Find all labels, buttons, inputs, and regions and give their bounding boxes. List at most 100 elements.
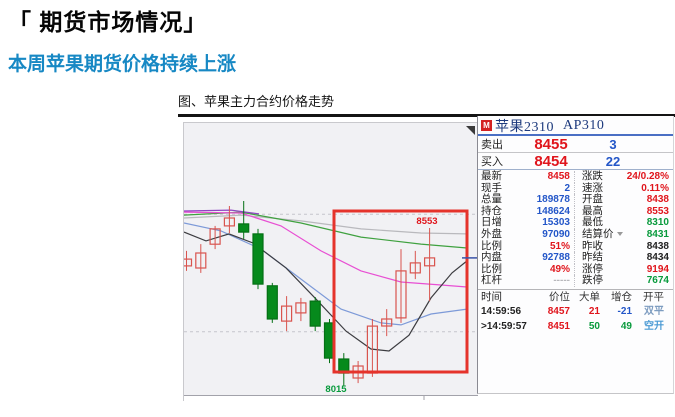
contract-code: AP310 — [563, 117, 605, 133]
low-price-label: 8015 — [325, 384, 347, 395]
tape-column-header: 价位 — [549, 290, 570, 303]
stat-value: 7674 — [646, 275, 669, 287]
stat-value: 24/0.28% — [626, 171, 669, 182]
tape-column-header: 时间 — [481, 290, 502, 303]
highlight-box — [332, 209, 469, 374]
candle-body — [295, 302, 307, 314]
candle-body — [395, 270, 407, 319]
stat-label: 持仓 — [481, 204, 502, 217]
candle-body — [209, 228, 221, 245]
stat-row: 总量 189878 开盘 8438 — [478, 194, 673, 206]
ask-price: 8455 — [534, 135, 568, 153]
page-title: 「 期货市场情况」 — [8, 9, 208, 35]
stat-label: 外盘 — [481, 227, 502, 240]
tape-time: >14:59:57 — [481, 320, 527, 332]
stat-label: 现手 — [481, 181, 502, 194]
ask-label: 卖出 — [481, 139, 503, 151]
stat-row: 比例 49% 涨停 9194 — [478, 262, 673, 276]
tape-price: 8457 — [547, 305, 570, 317]
futures-chart-screenshot: 8553 8015 M 苹果2310 AP310 卖出 8455 3 买入 845… — [178, 112, 675, 404]
candle-body — [409, 262, 421, 274]
candle-body — [309, 300, 321, 327]
quote-panel-header: M 苹果2310 AP310 — [478, 116, 673, 136]
tape-lot: 50 — [588, 320, 600, 332]
stat-label: 最低 — [574, 217, 627, 229]
market-badge-icon: M — [481, 120, 492, 131]
quote-panel: M 苹果2310 AP310 卖出 8455 3 买入 8454 22 最新 84… — [477, 116, 674, 394]
stat-value: ----- — [553, 275, 570, 287]
stat-value: 9194 — [646, 263, 669, 275]
tape-open-interest: -21 — [617, 305, 632, 317]
candle-body — [280, 305, 293, 322]
tape-price: 8451 — [547, 320, 570, 332]
bid-label: 买入 — [481, 156, 503, 168]
stat-label: 最高 — [574, 205, 627, 218]
stat-value: 2 — [564, 182, 570, 194]
stat-row: 现手 2 速涨 0.11% — [478, 181, 673, 195]
stat-value: 8553 — [646, 205, 669, 217]
stat-row: 最新 8458 涨跌 24/0.28% — [478, 170, 673, 183]
stat-label: 跌停 — [574, 275, 627, 287]
screenshot-top-border — [178, 114, 675, 117]
tape-column-header: 增仓 — [611, 290, 632, 303]
stat-row: 内盘 92788 昨结 8434 — [478, 252, 673, 264]
time-and-sales: 时间 价位 大单 增仓 开平 14:59:56 8457 21 -21 双平 >14:59:57 8… — [478, 288, 673, 334]
bid-qty: 22 — [605, 153, 621, 169]
candle-body — [184, 258, 193, 267]
figure-caption: 图、苹果主力合约价格走势 — [178, 94, 335, 109]
stat-value: 8458 — [547, 171, 570, 182]
ma-line-purple — [184, 209, 260, 215]
page-subtitle: 本周苹果期货价格持续上涨 — [8, 54, 237, 75]
candle-body — [252, 233, 264, 285]
stat-value: 51% — [549, 240, 570, 252]
ma-line-magenta — [184, 211, 468, 288]
stat-label: 涨停 — [574, 263, 627, 276]
stat-label: 比例 — [481, 239, 502, 252]
ma-line-black — [184, 231, 468, 352]
stat-row: 杠杆 ----- 跌停 7674 — [478, 275, 673, 287]
tape-header: 时间 价位 大单 增仓 开平 — [478, 291, 673, 304]
ask-qty: 3 — [609, 136, 617, 152]
stat-row: 比例 51% 昨收 8438 — [478, 239, 673, 253]
tape-row: 14:59:56 8457 21 -21 双平 — [478, 304, 673, 319]
stat-value: 8438 — [646, 240, 669, 252]
bid-row: 买入 8454 22 — [478, 153, 673, 170]
stat-label: 昨结 — [574, 252, 627, 264]
stat-value: 8431 — [646, 228, 669, 240]
tape-open-interest: 49 — [620, 320, 632, 332]
stat-row: 外盘 97090 结算价 8431 — [478, 227, 673, 241]
stat-value: 189878 — [536, 194, 570, 206]
stat-label: 最新 — [481, 170, 502, 182]
stat-label: 比例 — [481, 262, 502, 275]
tape-row: >14:59:57 8451 50 49 空开 — [478, 319, 673, 334]
stat-value: 15303 — [542, 217, 570, 229]
stat-label: 昨收 — [574, 240, 627, 253]
tape-rows: 14:59:56 8457 21 -21 双平 >14:59:57 8451 50 49 空开 — [478, 304, 673, 334]
candlestick-chart: 8553 8015 — [183, 122, 478, 401]
candle-body — [195, 252, 207, 269]
tape-column-header: 开平 — [643, 290, 664, 303]
ma-line-blue — [184, 222, 468, 326]
tape-lot: 21 — [588, 305, 600, 317]
splitter-handle-icon — [466, 126, 475, 135]
tape-direction: 双平 — [644, 305, 664, 317]
stat-value: 92788 — [542, 252, 570, 264]
ask-row: 卖出 8455 3 — [478, 136, 673, 153]
stat-value: 97090 — [542, 228, 570, 240]
candle-body — [266, 285, 278, 320]
tape-column-header: 大单 — [579, 290, 600, 303]
price-chart-svg: 8553 8015 — [184, 123, 478, 400]
stat-label: 速涨 — [574, 182, 627, 195]
candle-body — [223, 217, 236, 227]
stat-label: 杠杆 — [481, 274, 502, 287]
candle-body — [381, 318, 393, 327]
tape-direction: 空开 — [644, 320, 664, 332]
stat-label: 总量 — [481, 193, 502, 206]
candle-body — [238, 223, 250, 233]
tape-time: 14:59:56 — [481, 305, 522, 317]
stat-label: 结算价 — [574, 228, 627, 241]
stat-label: 内盘 — [481, 251, 502, 264]
settlement-dropdown-icon[interactable] — [616, 231, 623, 236]
stat-value: 8434 — [646, 252, 669, 264]
contract-name: 苹果2310 — [495, 119, 554, 135]
